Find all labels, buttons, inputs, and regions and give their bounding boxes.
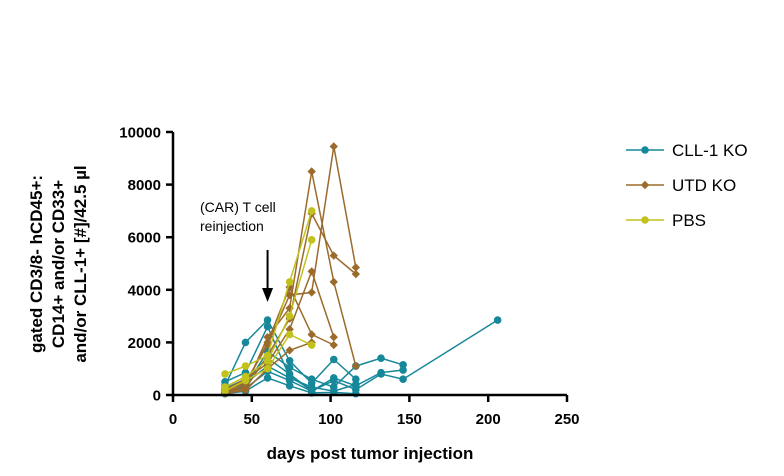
- annotation-arrow-head: [262, 288, 274, 302]
- point-cll-1-ko-6-7: [352, 381, 360, 390]
- legend-pbs-marker: [641, 216, 649, 224]
- point-cll-1-ko-4-9: [399, 360, 407, 369]
- point-cll-1-ko-3-10: [493, 316, 502, 324]
- point-cll-1-ko-4-8: [377, 354, 385, 362]
- point-cll-1-ko-1-2: [241, 338, 250, 347]
- point-pbs-1-2: [241, 362, 250, 370]
- point-utd-ko-2-5: [307, 288, 316, 297]
- axes-layer: [171, 132, 567, 397]
- series-utd-ko-2-line: [224, 146, 357, 392]
- x-tick-label-3: 150: [397, 411, 422, 428]
- ticks-layer: 0 50 100 150 200 250 0 2000 4000 6000 8000 10000: [119, 125, 579, 429]
- point-cll-1-ko-6-4: [285, 376, 294, 385]
- point-cll-1-ko-6-6: [329, 374, 338, 382]
- x-tick-label-2: 100: [318, 411, 343, 428]
- point-utd-ko-4-6: [329, 332, 338, 342]
- point-utd-ko-5-5: [307, 330, 316, 339]
- point-utd-ko-1-6: [329, 277, 338, 287]
- x-axis-title: days post tumor injection: [267, 444, 474, 463]
- y-tick-label-4: 8000: [128, 177, 161, 194]
- point-cll-1-ko-4-4: [285, 363, 294, 372]
- series-layer: [220, 142, 502, 398]
- point-pbs-2-4: [285, 312, 294, 320]
- x-tick-label-0: 0: [169, 411, 177, 428]
- point-pbs-3-5: [307, 341, 316, 349]
- legend-cll-1-ko-marker: [641, 146, 649, 154]
- y-axis-title-line-2: CD14+ and/or CD33+: [49, 180, 68, 348]
- reinjection-annotation: (CAR) T cell reinjection: [200, 199, 276, 302]
- y-axis-title-line-3: and/or CLL-1+ [#]/42.5 µl: [71, 165, 90, 362]
- point-cll-1-ko-6-8: [377, 368, 385, 377]
- y-axis-title: gated CD3/8- hCD45+: CD14+ and/or CD33+ …: [27, 165, 90, 362]
- series-utd-ko-5-line: [224, 285, 335, 393]
- point-utd-ko-6-4: [285, 346, 294, 355]
- point-cll-1-ko-2-1: [221, 378, 229, 386]
- point-pbs-2-3: [263, 357, 272, 365]
- point-cll-1-ko-4-5: [307, 375, 316, 384]
- legend-pbs-label: PBS: [672, 211, 706, 230]
- y-tick-label-5: 10000: [119, 125, 161, 142]
- x-tick-label-4: 200: [476, 411, 501, 428]
- legend: CLL-1 KO UTD KO PBS: [626, 141, 748, 230]
- point-pbs-1-5: [307, 207, 316, 215]
- point-pbs-3-2: [241, 376, 250, 385]
- point-cll-1-ko-2-3: [263, 322, 272, 331]
- point-utd-ko-2-7: [351, 263, 361, 272]
- point-utd-ko-3-6: [329, 251, 338, 260]
- point-utd-ko-5-3: [263, 338, 272, 347]
- y-tick-label-3: 6000: [128, 230, 161, 247]
- point-cll-1-ko-7-3: [263, 374, 272, 382]
- point-cll-1-ko-1-7: [352, 375, 360, 384]
- point-cll-1-ko-1-6: [329, 355, 338, 364]
- legend-utd-ko-label: UTD KO: [672, 176, 736, 195]
- y-tick-label-2: 4000: [128, 282, 161, 299]
- point-utd-ko-2-6: [329, 142, 338, 151]
- point-cll-1-ko-3-9: [399, 375, 407, 384]
- point-pbs-3-3: [263, 364, 272, 373]
- point-utd-ko-5-2: [241, 380, 250, 389]
- y-tick-label-1: 2000: [128, 335, 161, 352]
- point-cll-1-ko-7-4: [285, 381, 294, 390]
- point-utd-ko-1-5: [307, 167, 316, 176]
- y-tick-label-0: 0: [153, 388, 161, 405]
- annotation-line-2: reinjection: [200, 218, 264, 234]
- point-utd-ko-4-5: [307, 267, 316, 276]
- point-pbs-1-1: [221, 370, 229, 378]
- point-cll-1-ko-6-9: [399, 366, 407, 374]
- point-utd-ko-5-6: [329, 340, 338, 350]
- y-axis-title-line-1: gated CD3/8- hCD45+:: [27, 175, 46, 353]
- x-tick-label-1: 50: [243, 411, 260, 428]
- point-cll-1-ko-7-7: [352, 389, 360, 398]
- legend-cll-1-ko-label: CLL-1 KO: [672, 141, 748, 160]
- point-utd-ko-6-2: [241, 386, 250, 395]
- point-utd-ko-1-7: [351, 361, 361, 371]
- x-tick-label-5: 250: [554, 411, 579, 428]
- point-pbs-3-1: [221, 387, 229, 395]
- point-pbs-2-5: [307, 236, 316, 244]
- point-cll-1-ko-1-3: [263, 316, 272, 324]
- point-pbs-3-4: [285, 330, 294, 339]
- point-utd-ko-3-7: [351, 269, 361, 279]
- legend-utd-ko-marker: [640, 180, 650, 190]
- annotation-line-1: (CAR) T cell: [200, 199, 276, 215]
- point-pbs-1-4: [285, 278, 294, 286]
- point-cll-1-ko-1-4: [285, 357, 294, 365]
